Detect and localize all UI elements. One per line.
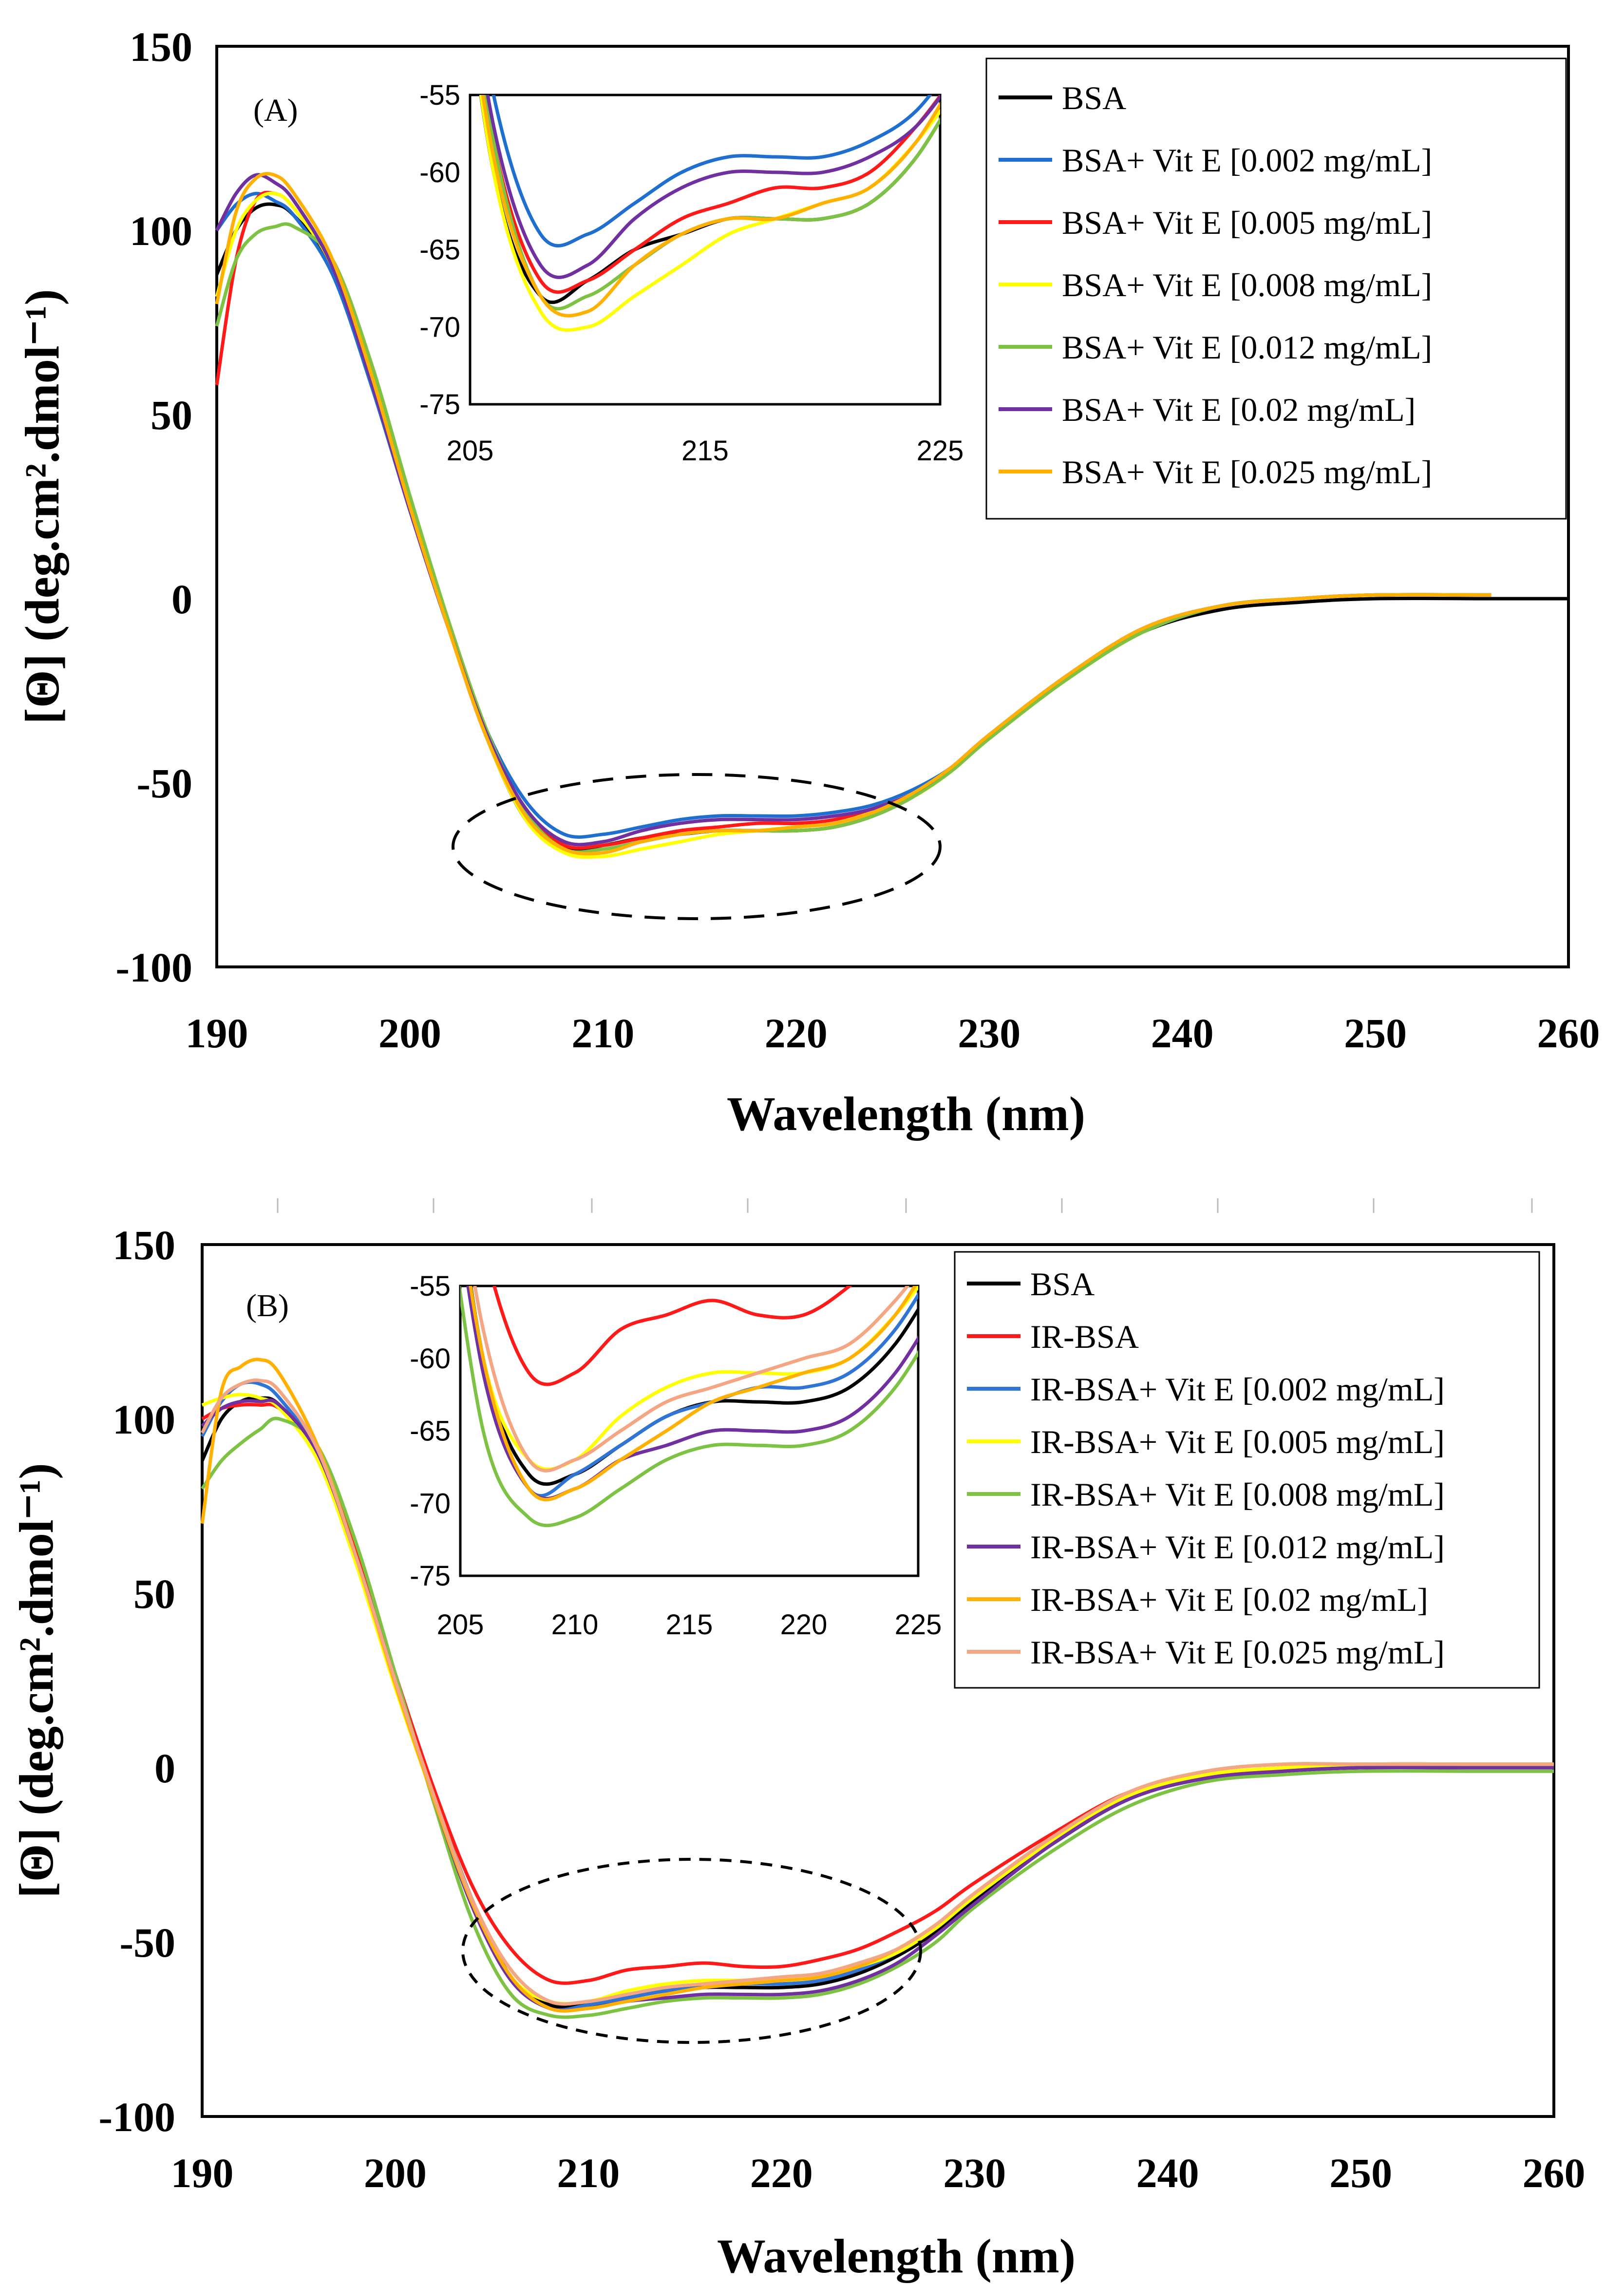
panel-a-y-tick-label: 0 xyxy=(171,576,192,623)
panel-a-x-tick-label: 220 xyxy=(765,1010,828,1057)
panel-a-y-axis-title: [Θ] (deg.cm².dmol⁻¹) xyxy=(15,289,69,724)
panel-b-inset-x-tick-label: 225 xyxy=(895,1609,942,1641)
panel-a-legend-label: BSA+ Vit E [0.002 mg/mL] xyxy=(1062,142,1432,179)
panel-b-legend-label: IR-BSA+ Vit E [0.025 mg/mL] xyxy=(1030,1634,1445,1671)
panel-b-x-tick-label: 260 xyxy=(1523,2150,1586,2196)
panel-b-inset: -55 -60 -65 -70 -75 205 210 215 220 225 xyxy=(410,1270,942,1641)
panel-a-x-axis-title: Wavelength (nm) xyxy=(727,1087,1085,1141)
panel-a-inset-y-tick-label: -65 xyxy=(419,234,460,266)
panel-b-series-line xyxy=(201,1417,1554,2019)
panel-a-inset-series-line xyxy=(491,95,932,247)
panel-a-y-tick-label: 100 xyxy=(130,208,192,254)
panel-b-x-tick-label: 190 xyxy=(171,2150,234,2196)
panel-a-legend-label: BSA+ Vit E [0.025 mg/mL] xyxy=(1062,453,1432,491)
panel-b-y-tick-label: 0 xyxy=(154,1745,175,1792)
panel-a-inset-y-tick-label: -55 xyxy=(419,79,460,111)
panel-b-inset-x-tick-label: 215 xyxy=(666,1609,713,1641)
panel-b-inset-y-tick-label: -55 xyxy=(410,1270,451,1302)
panel-b-inset-series-line xyxy=(473,1286,910,1473)
panel-b-legend-frame xyxy=(954,1251,1540,1689)
panel-b-inset-frame xyxy=(459,1285,920,1577)
panel-a-y-tick-label: -50 xyxy=(136,760,192,807)
panel-a-x-tick-label: 200 xyxy=(378,1010,441,1057)
panel-b-inset-y-tick-label: -75 xyxy=(410,1560,451,1592)
panel-a-y-tick-label: 50 xyxy=(151,392,192,438)
panel-a-legend-label: BSA+ Vit E [0.012 mg/mL] xyxy=(1062,329,1432,366)
panel-separator xyxy=(277,1198,1533,1213)
panel-b-legend: BSA IR-BSA IR-BSA+ Vit E [0.002 mg/mL] IR-B… xyxy=(954,1251,1540,1689)
panel-a-inset-x-tick-label: 215 xyxy=(681,435,729,467)
panel-b-legend-label: IR-BSA+ Vit E [0.005 mg/mL] xyxy=(1030,1423,1445,1460)
panel-a-label: (A) xyxy=(253,93,298,128)
panel-b-inset-series-line xyxy=(466,1286,918,1500)
panel-a-legend-frame xyxy=(985,57,1567,520)
panel-a-x-tick-label: 190 xyxy=(186,1010,248,1057)
panel-b-inset-series-line xyxy=(469,1286,917,1502)
panel-b-x-tick-label: 210 xyxy=(557,2150,620,2196)
panel-a-x-tick-label: 240 xyxy=(1151,1010,1214,1057)
panel-b-y-tick-label: -50 xyxy=(119,1919,175,1966)
panel-a-inset-series-line xyxy=(486,95,940,279)
panel-b-legend-label: IR-BSA+ Vit E [0.002 mg/mL] xyxy=(1030,1371,1445,1408)
panel-b-inset-x-tick-label: 220 xyxy=(780,1609,828,1641)
panel-a: 150 100 50 0 -50 -100 190 200 210 220 230 240 250 26… xyxy=(15,23,1600,1141)
panel-b-inset-series-line xyxy=(460,1286,918,1528)
panel-b-y-tick-label: 150 xyxy=(113,1222,175,1268)
panel-b-inset-x-tick-label: 205 xyxy=(437,1609,484,1641)
panel-a-legend-label: BSA+ Vit E [0.02 mg/mL] xyxy=(1062,391,1416,428)
panel-b-x-axis-title: Wavelength (nm) xyxy=(717,2229,1076,2283)
panel-b-y-tick-label: 100 xyxy=(113,1396,175,1443)
panel-a-y-tick-label: 150 xyxy=(130,23,192,70)
panel-a-x-tick-label: 210 xyxy=(571,1010,634,1057)
panel-b-x-tick-label: 240 xyxy=(1136,2150,1199,2196)
panel-b-legend-label: IR-BSA+ Vit E [0.012 mg/mL] xyxy=(1030,1529,1445,1566)
panel-b: 150 100 50 0 -50 -100 190 200 210 220 230 240 250 26… xyxy=(9,1222,1586,2283)
panel-a-inset: -55 -60 -65 -70 -75 205 215 225 xyxy=(419,79,964,467)
panel-b-x-tick-label: 220 xyxy=(750,2150,813,2196)
panel-b-legend-label: IR-BSA+ Vit E [0.02 mg/mL] xyxy=(1030,1581,1428,1618)
panel-a-y-tick-label: -100 xyxy=(115,944,192,991)
panel-b-highlight-ellipse xyxy=(461,1858,922,2044)
panel-b-x-tick-label: 230 xyxy=(943,2150,1006,2196)
panel-a-inset-y-tick-label: -75 xyxy=(419,389,460,420)
panel-a-inset-x-tick-label: 205 xyxy=(447,435,494,467)
panel-b-legend-label: BSA xyxy=(1030,1266,1095,1303)
panel-b-inset-y-tick-label: -65 xyxy=(410,1416,451,1447)
panel-a-inset-series-line xyxy=(481,95,940,318)
panel-a-legend-label: BSA+ Vit E [0.005 mg/mL] xyxy=(1062,204,1432,241)
panel-a-legend-label: BSA xyxy=(1062,79,1126,116)
panel-b-legend-label: IR-BSA+ Vit E [0.008 mg/mL] xyxy=(1030,1476,1445,1513)
panel-b-inset-y-tick-label: -70 xyxy=(410,1488,451,1519)
panel-a-inset-y-tick-label: -70 xyxy=(419,311,460,343)
panel-b-y-tick-label: -100 xyxy=(98,2094,175,2140)
panel-b-label: (B) xyxy=(246,1288,289,1323)
panel-b-y-axis-title: [Θ] (deg.cm².dmol⁻¹) xyxy=(9,1463,63,1898)
panel-a-inset-y-tick-label: -60 xyxy=(419,157,460,189)
panel-a-series-line xyxy=(215,171,1492,856)
panel-b-series-line xyxy=(200,1379,1554,2006)
panel-b-series-line xyxy=(201,1393,1554,2005)
panel-b-x-tick-label: 250 xyxy=(1329,2150,1392,2196)
panel-b-y-tick-label: 50 xyxy=(133,1570,175,1617)
panel-b-inset-x-tick-label: 210 xyxy=(551,1609,599,1641)
panel-a-inset-x-tick-label: 225 xyxy=(917,435,964,467)
panel-a-plot-frame xyxy=(215,45,1570,968)
panel-a-x-tick-label: 250 xyxy=(1344,1010,1407,1057)
panel-a-x-tick-label: 230 xyxy=(958,1010,1020,1057)
panel-b-inset-series-line xyxy=(492,1286,852,1386)
panel-b-inset-y-tick-label: -60 xyxy=(410,1343,451,1375)
panel-b-x-tick-label: 200 xyxy=(364,2150,427,2196)
panel-a-x-tick-label: 260 xyxy=(1537,1010,1600,1057)
panel-a-legend: BSA BSA+ Vit E [0.002 mg/mL] BSA+ Vit E [0… xyxy=(985,57,1567,520)
panel-b-plot-frame xyxy=(201,1243,1555,2118)
panel-a-highlight-ellipse xyxy=(452,773,942,920)
panel-b-legend-label: IR-BSA xyxy=(1030,1318,1139,1355)
panel-a-legend-label: BSA+ Vit E [0.008 mg/mL] xyxy=(1062,266,1432,303)
